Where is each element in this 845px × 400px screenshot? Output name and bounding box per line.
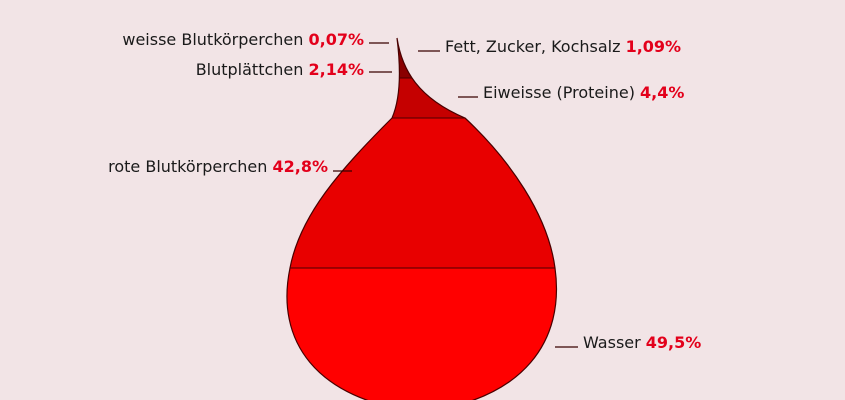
label-name: Wasser (583, 333, 646, 352)
label-blutplättchen: Blutplättchen 2,14% (196, 60, 364, 79)
label-name: Blutplättchen (196, 60, 309, 79)
label-wasser: Wasser 49,5% (583, 333, 701, 352)
label-percent: 0,07% (308, 30, 364, 49)
label-percent: 1,09% (626, 37, 682, 56)
label-percent: 4,4% (640, 83, 684, 102)
label-name: Fett, Zucker, Kochsalz (445, 37, 626, 56)
label-weisse-blutkörperchen: weisse Blutkörperchen 0,07% (122, 30, 364, 49)
label-name: Eiweisse (Proteine) (483, 83, 640, 102)
leader-lines (333, 42, 578, 348)
segment-labels: weisse Blutkörperchen 0,07% Fett, Zucker,… (108, 30, 701, 352)
label-rote-blutkörperchen: rote Blutkörperchen 42,8% (108, 157, 328, 176)
label-fett-zucker-kochsalz: Fett, Zucker, Kochsalz 1,09% (445, 37, 681, 56)
label-percent: 49,5% (646, 333, 702, 352)
drop-outline (286, 37, 557, 400)
label-percent: 2,14% (308, 60, 364, 79)
segment-wasser (286, 267, 557, 400)
label-name: weisse Blutkörperchen (122, 30, 308, 49)
segment-rote-blutkörperchen (286, 117, 557, 269)
label-eiweisse-proteine: Eiweisse (Proteine) 4,4% (483, 83, 684, 102)
label-percent: 42,8% (272, 157, 328, 176)
label-name: rote Blutkörperchen (108, 157, 272, 176)
